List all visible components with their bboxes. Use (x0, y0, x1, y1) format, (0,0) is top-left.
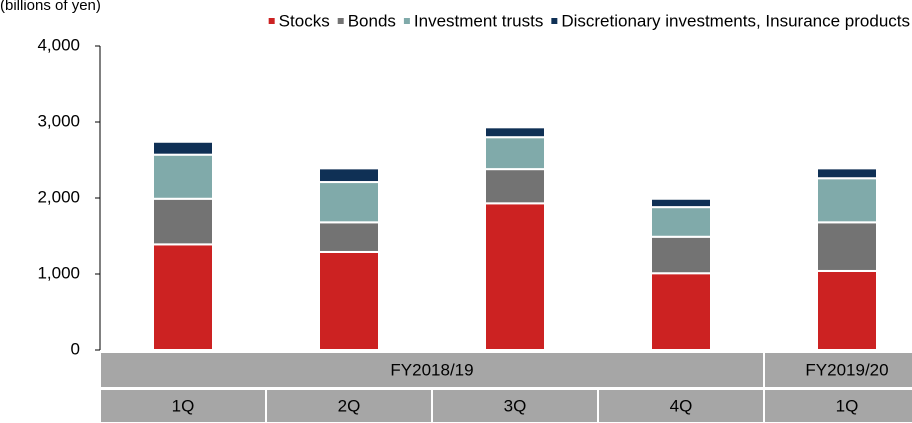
bar-segment (318, 221, 380, 253)
y-tick-label: 1,000 (37, 263, 80, 282)
group-label: FY2018/19 (390, 360, 473, 379)
bar-segment (816, 269, 878, 351)
bar-segment (318, 181, 380, 224)
chart-title: (billions of yen) (0, 0, 101, 14)
bar-segment (650, 235, 712, 275)
legend-marker (403, 18, 410, 24)
group-cell (763, 351, 912, 389)
bar-segment (816, 221, 878, 272)
bar-segment (816, 167, 878, 180)
category-cell (597, 388, 765, 423)
bar-segment (484, 168, 546, 205)
x-tick-label: 3Q (504, 396, 527, 415)
legend-marker (268, 18, 275, 24)
bar-segment (484, 202, 546, 351)
group-label: FY2019/20 (805, 360, 888, 379)
legend-marker (337, 18, 344, 24)
legend-marker (551, 18, 558, 24)
category-cell (763, 388, 912, 423)
bar-segment (152, 197, 214, 246)
bar-segment (650, 272, 712, 351)
legend-label: Discretionary investments, Insurance pro… (561, 11, 910, 30)
bar-segment (484, 136, 546, 171)
y-tick-label: 2,000 (37, 187, 80, 206)
bar-segment (152, 243, 214, 351)
category-cell (431, 388, 599, 423)
legend-label: Stocks (279, 11, 330, 30)
bar-segment (650, 206, 712, 238)
bar-segment (816, 177, 878, 224)
bar-segment (650, 197, 712, 209)
x-tick-label: 4Q (670, 396, 693, 415)
x-tick-label: 1Q (172, 396, 195, 415)
bar-segment (318, 167, 380, 184)
legend-label: Investment trusts (414, 11, 543, 30)
bar-segment (152, 153, 214, 200)
y-tick-label: 4,000 (37, 35, 80, 54)
y-tick-label: 0 (71, 339, 80, 358)
y-tick-label: 3,000 (37, 111, 80, 130)
bar-segment (318, 250, 380, 352)
legend-label: Bonds (348, 11, 396, 30)
category-cell (99, 388, 267, 423)
bar-segment (152, 140, 214, 156)
bar-segment (484, 126, 546, 139)
x-tick-label: 1Q (836, 396, 859, 415)
x-tick-label: 2Q (338, 396, 361, 415)
